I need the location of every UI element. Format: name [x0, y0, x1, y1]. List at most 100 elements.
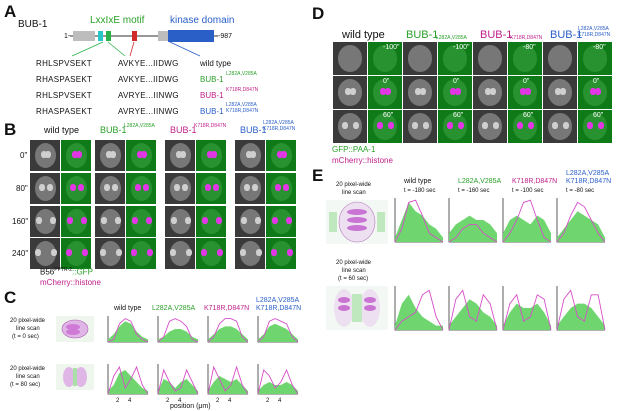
cell-blob	[130, 241, 152, 266]
chromosome-spot	[45, 150, 51, 158]
b-tile-merge	[266, 238, 296, 269]
d-legend-magenta: mCherry::histone	[332, 156, 393, 165]
domain-diagram	[70, 30, 218, 57]
chromosome-spot	[490, 87, 496, 95]
seq-row-4-label: BUB-1	[200, 107, 224, 116]
e-profile-early	[394, 198, 444, 243]
chromosome-spot	[145, 216, 152, 224]
panel-label-a: A	[4, 2, 17, 21]
b-tile-gray	[30, 173, 60, 204]
d-tile-gray	[403, 42, 437, 75]
b-legend-green: B56PPTR-2::GFP	[40, 268, 93, 277]
chromosome-spot	[76, 150, 82, 158]
cell-blob	[548, 113, 572, 140]
chromosome-spot	[414, 87, 421, 95]
chromosome-spot	[135, 183, 141, 191]
chromosome-spot	[455, 87, 461, 95]
b-tile-gray	[95, 238, 125, 269]
chromosome-spot	[282, 183, 289, 191]
chromosome-spot	[287, 248, 293, 256]
b-time-0: 0"	[20, 151, 28, 160]
gfp-profile	[108, 321, 148, 342]
b-col-kd: BUB-1	[170, 125, 197, 135]
d-col-kd-sup: K718R,D847N	[510, 35, 543, 41]
chromosome-spot	[589, 87, 596, 95]
cell-blob	[408, 45, 432, 72]
seq-row-3-left: RHLSPVSEKT	[36, 91, 92, 100]
cell-blob	[169, 241, 191, 266]
seq-row-2-label: BUB-1	[200, 75, 224, 84]
chromosome-spot	[493, 121, 500, 129]
chromosome-spot	[519, 87, 526, 95]
cell-blob	[513, 45, 537, 72]
chromosome-spot	[180, 150, 186, 158]
histone-profile	[448, 289, 498, 331]
cell-blob	[583, 45, 607, 72]
c-col-dbl-2: K718R,D847N	[256, 305, 302, 312]
gfp-profile	[557, 211, 605, 242]
chromosome-spot	[82, 248, 88, 256]
chromosome-spot	[49, 216, 56, 224]
b-tile-gray	[95, 173, 125, 204]
d-tile-merge	[368, 42, 402, 75]
d-col-dbl-sup: L282A,V285A K718R,D847N	[578, 26, 611, 38]
chromosome-spot	[217, 248, 223, 256]
chromosome-spot	[385, 87, 391, 95]
chromosome-spot	[379, 87, 386, 95]
e-col-lv: L282A,V285A	[458, 178, 502, 185]
cell-blob	[239, 176, 261, 201]
d-tile-merge	[368, 110, 402, 143]
d-time-label: -80"	[523, 44, 536, 51]
b-tile-gray	[30, 206, 60, 237]
cell-blob	[373, 45, 397, 72]
e-profile-t60	[448, 286, 498, 331]
b-tile-merge	[266, 173, 296, 204]
d-tile-merge	[578, 42, 612, 75]
b-tile-merge	[61, 140, 91, 171]
cell-blob	[34, 241, 56, 266]
e-col-kd: K718R,D847N	[512, 178, 558, 185]
c-profile-t80	[257, 364, 299, 395]
chromosome-spot	[99, 248, 106, 256]
chromosome-spot	[147, 248, 153, 256]
chromosome-spot	[40, 150, 47, 158]
c-row1-line2: line scan	[16, 326, 40, 332]
histone-profile	[207, 318, 249, 343]
panel-label-b: B	[4, 120, 17, 139]
cell-blob	[239, 241, 261, 266]
chromosome-spot	[256, 248, 262, 256]
b-col-kd-sup: K718R,D847N	[194, 123, 227, 129]
chromosome-spot	[104, 183, 110, 191]
c-row1-line1: 20 pixel-wide	[10, 318, 46, 324]
b-legend-green-suffix: ::GFP	[72, 267, 93, 277]
histone-profile	[394, 289, 444, 331]
cell-blob	[65, 209, 87, 234]
c-col-dbl-1: L282A,V285A	[256, 297, 300, 304]
d-col-kd: BUB-1	[480, 29, 513, 41]
gfp-profile	[108, 370, 148, 394]
chromosome-spot	[376, 121, 383, 129]
b-tile-merge	[61, 206, 91, 237]
c-row1-line3: (t = 0 sec)	[12, 334, 39, 340]
cell-blob	[270, 241, 292, 266]
e-row1-line2: line scan	[342, 190, 366, 196]
d-tile-merge	[438, 76, 472, 109]
cell-blob	[169, 209, 191, 234]
chromosome-spot	[181, 183, 188, 191]
d-tile-gray	[333, 42, 367, 75]
d-tile-merge	[508, 42, 542, 75]
e-profile-early	[448, 198, 498, 243]
cell-blob	[130, 176, 152, 201]
chromosome-spot	[595, 87, 601, 95]
chromosome-spot	[528, 121, 535, 129]
cell-blob	[99, 241, 121, 266]
chromosome-spot	[36, 216, 42, 224]
seq-row-2-right: AVKYE...IIDWG	[118, 75, 179, 84]
b-time-160: 160"	[12, 217, 29, 226]
b-time-80: 80"	[16, 184, 28, 193]
seq-row-3-sup: K718R,D847N	[226, 87, 259, 93]
cell-blob	[200, 241, 222, 266]
chromosome-spot	[481, 121, 488, 129]
d-col-lv: BUB-1	[406, 29, 439, 41]
chromosome-spot	[67, 216, 73, 224]
